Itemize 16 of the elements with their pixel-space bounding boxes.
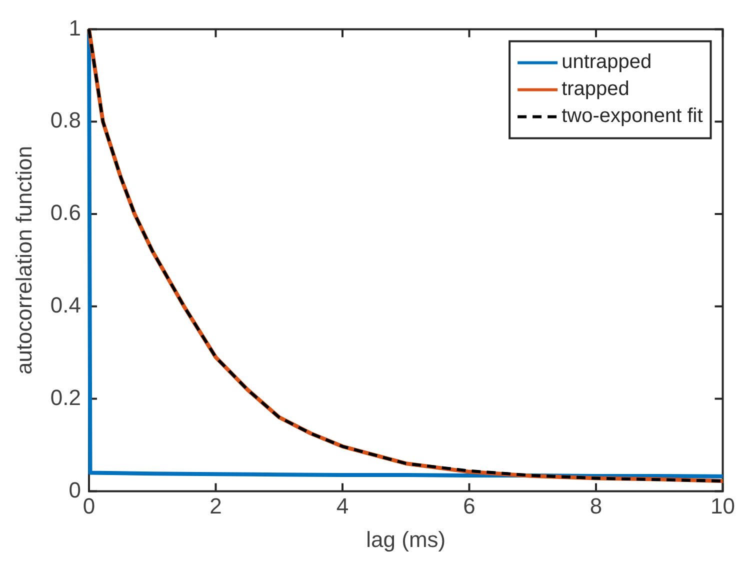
legend-label: untrapped [562, 51, 652, 74]
y-tick-label: 0.4 [50, 292, 81, 318]
x-tick-label: 8 [590, 493, 602, 518]
y-tick-label: 0 [68, 477, 81, 502]
x-tick-label: 6 [463, 493, 476, 518]
y-tick-label: 0.8 [50, 108, 81, 133]
legend-label: two-exponent fit [562, 105, 704, 128]
x-tick-label: 10 [710, 493, 736, 518]
x-tick-label: 4 [336, 493, 349, 518]
legend-label: trapped [562, 78, 630, 100]
x-tick-label: 2 [210, 493, 222, 518]
y-tick-label: 0.2 [50, 384, 81, 410]
y-tick-label: 0.6 [50, 200, 81, 226]
x-axis-title: lag (ms) [366, 526, 446, 552]
y-tick-label: 1 [68, 15, 81, 40]
y-axis-title: autocorrelation function [11, 146, 36, 375]
